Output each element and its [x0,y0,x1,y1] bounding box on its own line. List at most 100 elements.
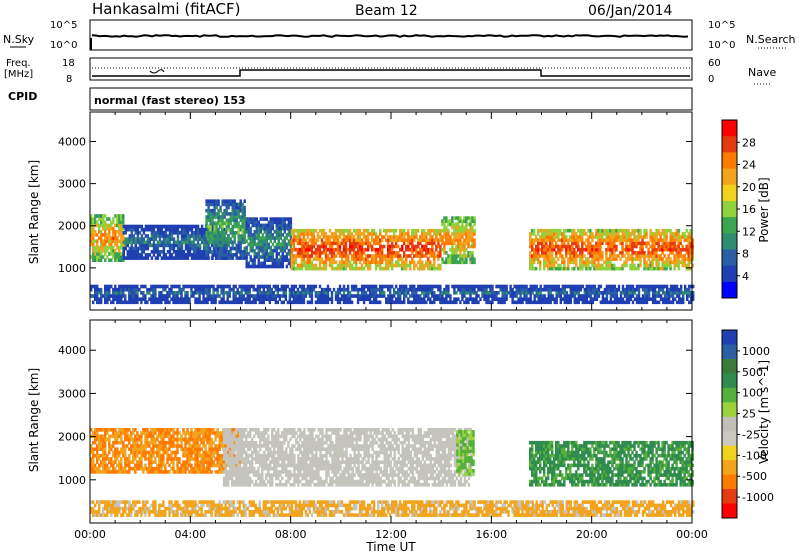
data-cell [657,291,661,295]
data-cell [140,234,144,238]
data-cell [324,297,328,301]
data-cell [573,297,576,301]
data-cell [473,300,476,305]
data-cell [360,232,364,236]
data-cell [597,266,600,271]
data-cell [447,287,450,292]
data-cell [146,246,150,251]
data-cell [318,297,322,301]
data-cell [255,230,258,234]
data-cell [559,247,562,252]
data-cell [431,235,434,239]
data-cell [116,239,119,243]
data-cell [537,297,540,301]
data-cell [263,252,266,256]
data-cell [219,250,222,254]
data-cell [449,235,452,239]
data-cell [547,300,550,305]
data-cell [124,463,127,468]
data-cell [643,228,646,233]
data-cell [150,460,153,464]
data-cell [585,300,588,305]
data-cell [637,291,641,295]
data-cell [186,291,189,295]
data-cell [186,294,189,298]
data-cell [211,237,214,241]
data-cell [374,247,378,252]
data-cell [215,205,218,210]
data-cell [513,291,516,295]
data-cell [100,440,103,445]
data-cell [421,238,424,242]
data-cell [609,260,612,265]
data-cell [447,238,450,242]
data-cell [292,297,296,301]
data-cell [292,266,296,271]
data-cell [665,257,668,261]
data-cell [611,300,615,305]
data-cell [166,243,170,248]
data-cell [261,261,264,266]
data-cell [170,457,173,461]
data-cell [682,297,685,301]
data-cell [108,434,111,439]
data-cell [615,228,618,233]
data-cell [150,300,153,305]
data-cell [601,257,604,261]
data-cell [356,251,360,255]
data-cell [619,228,622,233]
data-cell [415,300,418,305]
data-cell [661,260,664,265]
data-cell [425,254,428,258]
data-cell [122,291,125,295]
data-cell [421,291,424,295]
data-cell [118,294,121,298]
data-cell [391,300,394,305]
data-cell [529,251,532,255]
data-cell [182,253,186,257]
data-cell [489,291,492,295]
data-cell [174,297,177,301]
data-cell [314,228,318,233]
data-cell [585,297,588,301]
data-cell [563,284,566,289]
data-cell [465,254,468,258]
data-cell [204,284,207,289]
data-cell [639,228,642,233]
data-cell [100,428,103,432]
data-cell [429,247,432,252]
data-cell [549,263,552,268]
data-cell [100,258,103,262]
data-cell [425,247,428,252]
data-cell [372,257,376,261]
data-cell [236,291,239,295]
data-cell [489,300,492,305]
data-cell [417,297,420,301]
data-cell [219,215,222,219]
data-cell [140,227,144,232]
data-cell [150,453,153,458]
data-cell [653,244,656,249]
data-cell [180,224,184,229]
data-cell [162,460,165,464]
data-cell [501,291,504,295]
data-cell [427,241,430,246]
data-cell [274,294,277,298]
data-cell [211,256,214,260]
data-cell [547,251,550,255]
data-cell [108,294,111,298]
data-cell [221,215,224,219]
data-cell [635,287,639,292]
data-cell [383,257,386,261]
data-cell [286,300,290,305]
data-cell [164,224,168,229]
data-cell [126,240,129,245]
data-cell [277,236,280,240]
data-cell [241,215,244,219]
data-cell [134,250,137,254]
data-cell [114,230,117,234]
data-cell [214,294,217,298]
data-cell [445,232,448,236]
data-cell [601,291,605,295]
data-cell [631,300,635,305]
